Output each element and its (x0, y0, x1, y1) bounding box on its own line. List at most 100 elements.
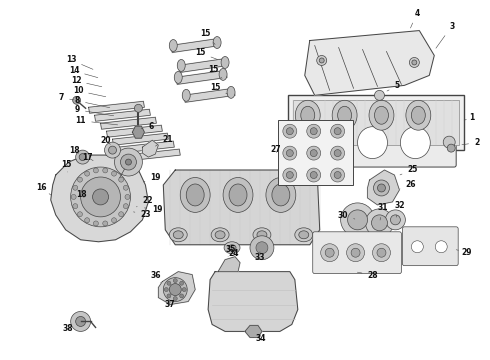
Circle shape (377, 184, 386, 192)
Circle shape (250, 236, 274, 260)
Circle shape (331, 124, 344, 138)
Ellipse shape (266, 177, 296, 212)
FancyBboxPatch shape (313, 232, 401, 274)
Bar (288, 95, 464, 150)
Circle shape (119, 177, 123, 182)
Text: 33: 33 (255, 252, 266, 262)
Polygon shape (124, 149, 180, 161)
Text: 1: 1 (464, 113, 474, 122)
Circle shape (374, 90, 385, 100)
Text: 15: 15 (200, 28, 215, 45)
FancyBboxPatch shape (308, 118, 456, 167)
Text: 4: 4 (411, 9, 419, 28)
Circle shape (447, 144, 455, 152)
Circle shape (94, 221, 98, 226)
Circle shape (317, 55, 327, 66)
Ellipse shape (215, 231, 225, 239)
Circle shape (79, 154, 86, 161)
Text: 3: 3 (436, 22, 454, 48)
Polygon shape (208, 272, 298, 332)
Circle shape (81, 177, 121, 217)
Circle shape (169, 284, 181, 296)
Ellipse shape (315, 127, 344, 159)
Polygon shape (100, 117, 156, 129)
Circle shape (377, 248, 386, 257)
Ellipse shape (374, 106, 389, 124)
Text: 15: 15 (61, 160, 71, 172)
Circle shape (310, 171, 317, 179)
Circle shape (85, 218, 90, 223)
Circle shape (112, 171, 117, 176)
Circle shape (173, 279, 177, 283)
Text: 9: 9 (74, 105, 114, 116)
Ellipse shape (299, 231, 309, 239)
Circle shape (94, 168, 98, 173)
Circle shape (77, 177, 82, 182)
Text: 18: 18 (76, 190, 87, 199)
Circle shape (372, 244, 391, 262)
Circle shape (307, 146, 321, 160)
Ellipse shape (169, 228, 187, 242)
Circle shape (319, 58, 324, 63)
Text: 16: 16 (36, 183, 51, 195)
Ellipse shape (223, 177, 253, 212)
Text: 2: 2 (462, 138, 479, 147)
Polygon shape (95, 109, 150, 121)
Text: 34: 34 (253, 334, 267, 343)
Circle shape (163, 278, 187, 302)
Text: 20: 20 (100, 136, 111, 145)
Circle shape (412, 241, 423, 253)
Circle shape (75, 150, 90, 164)
Ellipse shape (227, 86, 235, 98)
Text: 18: 18 (69, 146, 79, 155)
Circle shape (71, 311, 91, 332)
Circle shape (443, 136, 455, 148)
Circle shape (71, 194, 76, 199)
Text: 15: 15 (210, 84, 227, 94)
Text: 15: 15 (208, 66, 222, 78)
Ellipse shape (221, 57, 229, 68)
Ellipse shape (169, 40, 177, 51)
Polygon shape (119, 141, 174, 153)
Circle shape (121, 154, 136, 170)
Text: 25: 25 (400, 165, 418, 175)
Polygon shape (171, 39, 220, 53)
Ellipse shape (182, 89, 190, 101)
Ellipse shape (229, 184, 247, 206)
Circle shape (104, 142, 121, 158)
Ellipse shape (219, 68, 227, 80)
Circle shape (112, 218, 117, 223)
Text: 24: 24 (228, 249, 239, 258)
Text: 35: 35 (225, 245, 236, 257)
Circle shape (283, 168, 297, 182)
Polygon shape (178, 58, 228, 72)
Circle shape (123, 185, 128, 190)
Text: 30: 30 (338, 211, 355, 220)
Circle shape (310, 128, 317, 135)
Polygon shape (163, 170, 319, 245)
Polygon shape (113, 133, 168, 145)
Circle shape (366, 209, 393, 237)
Circle shape (134, 104, 143, 112)
Circle shape (435, 241, 447, 253)
Ellipse shape (177, 59, 185, 71)
Polygon shape (89, 101, 145, 113)
Polygon shape (158, 272, 195, 305)
Circle shape (115, 148, 143, 176)
Circle shape (164, 288, 168, 292)
Text: 23: 23 (133, 210, 151, 219)
Circle shape (409, 58, 419, 67)
Text: 10: 10 (73, 86, 106, 97)
Circle shape (119, 212, 123, 217)
Text: 7: 7 (59, 93, 74, 102)
Circle shape (334, 128, 341, 135)
Circle shape (256, 242, 268, 254)
Circle shape (286, 128, 294, 135)
Ellipse shape (257, 231, 267, 239)
Circle shape (334, 171, 341, 179)
Ellipse shape (301, 106, 315, 124)
Polygon shape (175, 71, 227, 84)
Ellipse shape (213, 37, 221, 49)
Ellipse shape (174, 71, 182, 84)
Polygon shape (305, 31, 434, 95)
